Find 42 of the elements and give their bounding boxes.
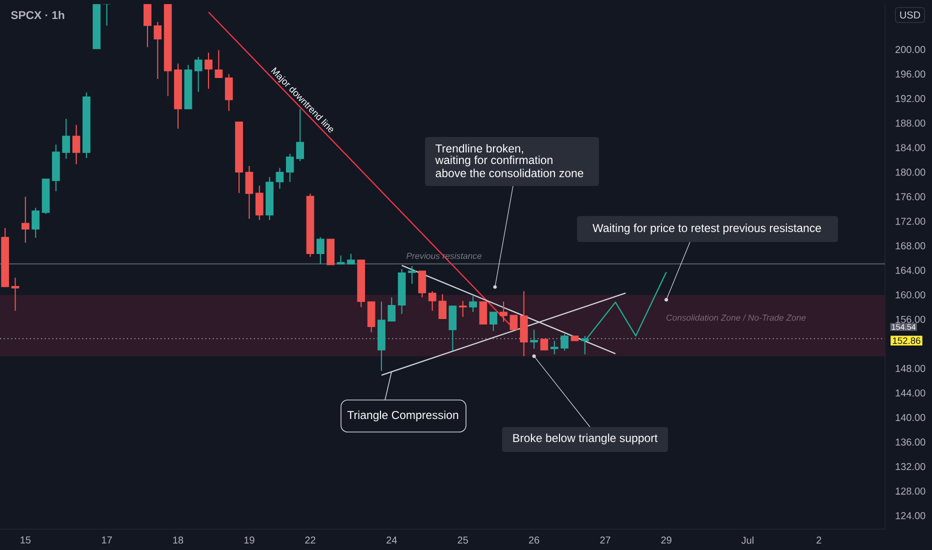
y-tick-label: 132.00 [896,463,926,470]
y-tick-label: 148.00 [896,364,926,372]
y-tick-label: 196.00 [896,70,926,78]
y-tick-label: 124.00 [896,512,926,520]
x-tick-label: 27 [600,536,610,544]
y-tick-label: 156.00 [896,316,926,323]
annotation: Broke below triangle support [513,434,658,444]
y-tick-label: 136.00 [896,438,926,446]
annotation: Waiting for price to retest previous resistance [592,224,821,234]
annotation: Trendline broken, [436,144,524,154]
x-tick-label: 18 [173,536,184,544]
y-tick-label: 184.00 [896,144,926,152]
chart-title: SPCX · 1h [11,10,64,20]
x-tick-label: 25 [458,536,468,544]
x-tick-label: 24 [386,536,397,544]
x-tick-label: Jul [741,536,754,544]
annotation: Triangle Compression [347,410,458,422]
text: USD [900,11,920,19]
annotation: above the consolidation zone [436,168,584,178]
y-tick-label: 128.00 [896,488,926,495]
x-tick-label: 17 [102,536,112,544]
x-tick-label: 19 [244,536,254,544]
y-tick-label: 168.00 [896,242,926,250]
band-label: Consolidation Zone / No-Trade Zone [666,314,806,321]
y-tick-label: 192.00 [896,95,926,102]
annotation: waiting for confirmation [435,156,552,166]
y-tick-label: 180.00 [896,168,926,176]
y-tick-label: 188.00 [896,120,926,127]
y-tick-label: 164.00 [896,266,926,274]
y-tick-label: 140.00 [896,414,926,422]
x-tick-label: 26 [528,536,540,544]
text: 154.54 [892,324,916,330]
ref-line-label: 152.86 [892,337,920,344]
x-tick-label: 29 [661,536,672,544]
x-tick-label: 2 [816,536,822,544]
y-tick-label: 172.00 [896,218,926,225]
x-tick-label: 22 [305,536,316,544]
x-tick-label: 15 [20,536,31,544]
y-tick-label: 200.00 [896,46,926,54]
y-tick-label: 160.00 [896,291,926,298]
y-tick-label: 144.00 [896,389,926,397]
y-tick-label: 176.00 [896,193,926,200]
